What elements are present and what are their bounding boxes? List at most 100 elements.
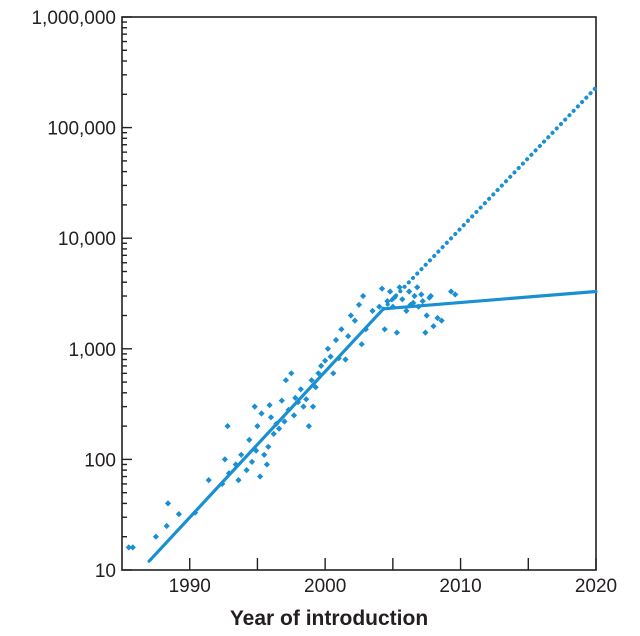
data-point (386, 288, 394, 295)
x-tick-label: 2020 (575, 576, 617, 597)
data-point (355, 301, 363, 308)
data-point (300, 403, 307, 410)
data-point (290, 412, 298, 419)
y-tick-label: 1,000,000 (31, 8, 116, 29)
data-point (163, 522, 170, 530)
data-point (224, 422, 231, 430)
data-point (266, 401, 273, 409)
data-point (254, 422, 261, 430)
data-point (273, 420, 280, 427)
y-tick-label: 1,000 (68, 340, 116, 361)
y-tick-label: 10,000 (58, 229, 116, 250)
data-point (243, 466, 250, 474)
data-point (312, 384, 319, 391)
data-point (315, 370, 322, 377)
data-point (362, 326, 369, 333)
data-point (419, 297, 426, 305)
data-point (248, 458, 256, 466)
data-point (252, 447, 260, 454)
data-point (418, 291, 425, 298)
data-point (396, 284, 403, 291)
data-point (324, 345, 332, 352)
data-point (258, 410, 265, 417)
y-tick-label: 100,000 (47, 119, 116, 140)
data-point (351, 317, 359, 324)
x-axis: 1990 2000 2010 2020 (169, 558, 617, 597)
data-point (164, 500, 172, 507)
data-point (358, 341, 365, 348)
data-point (332, 336, 340, 344)
data-point (393, 329, 401, 336)
data-point (251, 403, 258, 410)
data-point (265, 443, 272, 450)
data-point (285, 406, 292, 414)
data-point (438, 317, 445, 324)
data-point (422, 329, 429, 336)
data-point (415, 303, 422, 310)
data-point (288, 370, 295, 377)
data-point (305, 422, 313, 430)
data-point (270, 430, 277, 438)
data-point (205, 476, 212, 484)
data-point (175, 510, 183, 518)
data-point (391, 294, 398, 301)
data-point (359, 292, 367, 300)
actual-trend-line (147, 289, 598, 563)
data-point (405, 288, 413, 295)
data-point (434, 314, 441, 322)
data-point (447, 288, 455, 295)
data-point (384, 297, 391, 305)
data-point (321, 357, 329, 364)
x-axis-label: Year of introduction (230, 607, 428, 630)
data-point (345, 333, 352, 340)
data-point (282, 377, 290, 384)
data-point (403, 307, 410, 315)
data-point (238, 451, 245, 458)
data-point (378, 285, 386, 292)
data-point (423, 312, 430, 319)
plot-frame (121, 16, 597, 571)
data-point (369, 307, 376, 315)
data-point (342, 356, 349, 363)
data-point (303, 396, 310, 403)
data-point (281, 418, 288, 425)
data-point (261, 451, 268, 458)
data-point (308, 377, 315, 384)
data-point (221, 456, 229, 463)
y-tick-label: 10 (95, 561, 116, 582)
data-point (256, 473, 264, 480)
data-point (381, 326, 388, 333)
data-point (263, 461, 271, 468)
data-point (452, 291, 459, 298)
data-point (347, 312, 355, 319)
data-point (427, 292, 434, 300)
data-point (191, 509, 199, 516)
data-point (292, 394, 299, 402)
data-point (327, 353, 334, 360)
data-point (389, 303, 397, 310)
x-tick-label: 2000 (304, 576, 346, 597)
data-point (278, 397, 285, 404)
data-point (246, 436, 253, 444)
y-axis: 10 100 1,000 10,000 100,000 1,000,000 (31, 8, 132, 582)
data-point (297, 386, 304, 393)
projected-trend-line (381, 85, 598, 311)
data-point (309, 403, 317, 410)
y-tick-label: 100 (84, 450, 116, 471)
data-point (335, 355, 342, 362)
data-point (267, 414, 275, 421)
trend-lines (147, 85, 598, 563)
data-point (399, 296, 406, 303)
data-point (275, 425, 283, 432)
data-point (414, 284, 421, 291)
data-point (129, 544, 136, 551)
x-tick-label: 2010 (439, 576, 481, 597)
plot-border (121, 16, 597, 571)
x-tick-label: 1990 (169, 576, 211, 597)
data-points (125, 284, 459, 551)
data-point (376, 303, 383, 310)
data-point (411, 292, 418, 300)
data-point (410, 299, 417, 307)
data-point (235, 476, 242, 484)
